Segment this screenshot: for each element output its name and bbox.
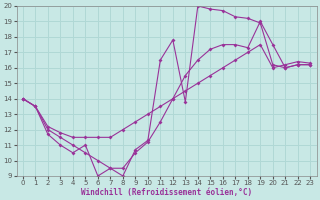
X-axis label: Windchill (Refroidissement éolien,°C): Windchill (Refroidissement éolien,°C)	[81, 188, 252, 197]
